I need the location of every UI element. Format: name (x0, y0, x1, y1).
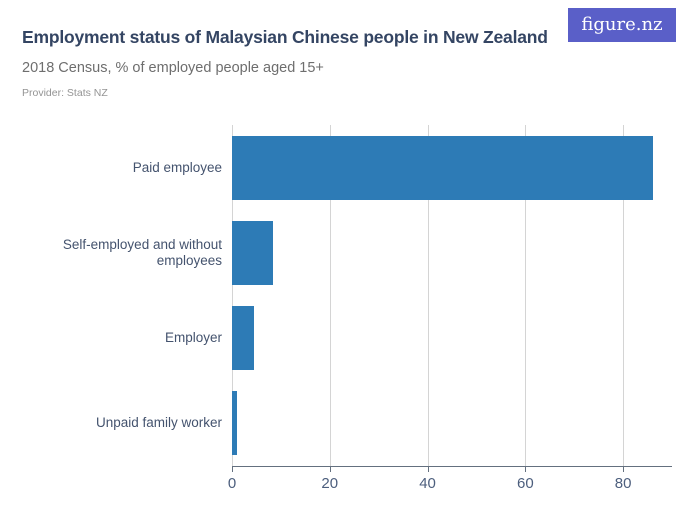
x-tick-label: 0 (227, 475, 237, 492)
x-axis-line (232, 466, 672, 467)
bar-row: Self-employed and without employees (0, 210, 672, 295)
figurenz-logo[interactable]: figure.nz (568, 8, 676, 42)
category-label: Unpaid family worker (95, 415, 222, 431)
gridline-x20 (329, 125, 331, 466)
gridline-x40 (427, 125, 429, 466)
x-tick-label: 60 (516, 475, 534, 492)
x-tick-mark (329, 467, 331, 472)
gridline-x0 (232, 125, 233, 466)
bar-rows: Paid employee Self-employed and without e… (0, 125, 672, 466)
category-label: Paid employee (132, 159, 222, 175)
gridline-x80 (623, 125, 625, 466)
bar (232, 220, 274, 285)
x-tick-label: 20 (321, 475, 339, 492)
bar (232, 306, 254, 371)
chart-subtitle: 2018 Census, % of employed people aged 1… (22, 60, 324, 76)
bar (232, 135, 654, 200)
provider-credit: Provider: Stats NZ (22, 87, 108, 99)
gridline-x60 (525, 125, 527, 466)
x-tick-label: 80 (614, 475, 632, 492)
bar (232, 391, 237, 456)
figurenz-logo-text: figure.nz (581, 14, 663, 35)
x-tick-mark (232, 467, 233, 472)
page-title: Employment status of Malaysian Chinese p… (22, 27, 548, 47)
category-label: Self-employed and without employees (62, 236, 222, 268)
x-tick-mark (525, 467, 527, 472)
bar-row: Unpaid family worker (0, 381, 672, 466)
x-tick-mark (427, 467, 429, 472)
bar-row: Employer (0, 296, 672, 381)
x-tick-label: 40 (419, 475, 436, 492)
x-tick-mark (623, 467, 625, 472)
category-label: Employer (164, 330, 222, 346)
bar-row: Paid employee (0, 125, 672, 210)
